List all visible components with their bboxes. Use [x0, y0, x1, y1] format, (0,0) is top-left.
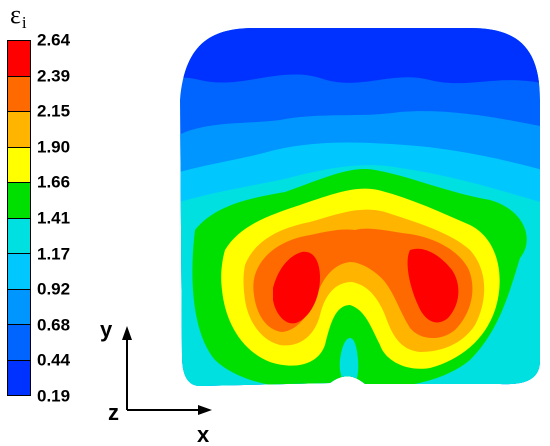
- colorbar-tick-label: 2.64: [37, 30, 71, 50]
- contour-center-notch-core: [339, 338, 359, 383]
- x-axis-label: x: [197, 422, 210, 446]
- legend-title-symbol: ε: [10, 0, 21, 29]
- strain-contour-field: [180, 28, 540, 386]
- colorbar-swatch: [8, 41, 30, 77]
- colorbar-tick-label: 1.90: [37, 137, 71, 157]
- colorbar-tick-label: 1.41: [37, 208, 71, 228]
- colorbar-tick-label: 1.66: [37, 172, 71, 192]
- colorbar-swatch: [8, 218, 30, 254]
- y-arrowhead-icon: [122, 326, 132, 340]
- x-arrowhead-icon: [198, 405, 212, 415]
- contour-peak-left: [273, 251, 320, 324]
- colorbar-tick-label: 0.92: [37, 279, 71, 299]
- colorbar-swatch: [8, 183, 30, 219]
- z-axis-label: z: [108, 400, 119, 425]
- colorbar: [7, 40, 31, 396]
- colorbar-swatch: [8, 112, 30, 148]
- legend-title-subscript: i: [21, 13, 27, 32]
- colorbar-tick-label: 0.44: [37, 350, 71, 370]
- colorbar-tick-label: 2.39: [37, 66, 71, 86]
- legend-title: εi: [10, 0, 27, 32]
- y-axis-label: y: [100, 317, 113, 342]
- contour-band-0.44: [180, 28, 540, 85]
- colorbar-tick-label: 2.15: [37, 101, 71, 121]
- colorbar-swatch: [8, 325, 30, 361]
- colorbar-swatch: [8, 360, 30, 395]
- colorbar-tick-label: 1.17: [37, 244, 71, 264]
- colorbar-tick-label: 0.19: [37, 386, 71, 406]
- axis-triad: y z x: [100, 317, 212, 446]
- colorbar-swatch: [8, 289, 30, 325]
- colorbar-swatch: [8, 147, 30, 183]
- colorbar-tick-label: 0.68: [37, 315, 71, 335]
- colorbar-swatch: [8, 76, 30, 112]
- contour-peak-right: [407, 248, 459, 323]
- colorbar-swatch: [8, 254, 30, 290]
